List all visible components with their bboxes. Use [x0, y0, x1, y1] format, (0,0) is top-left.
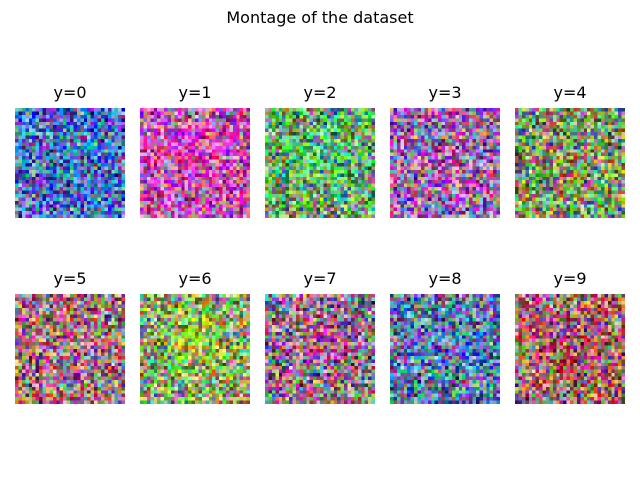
noise-image — [515, 294, 625, 404]
panel-label: y=9 — [553, 269, 587, 288]
panel-label: y=5 — [53, 269, 87, 288]
noise-image — [390, 108, 500, 218]
panel-label: y=0 — [53, 83, 87, 102]
panel-label: y=6 — [178, 269, 212, 288]
noise-image — [265, 108, 375, 218]
noise-image — [15, 294, 125, 404]
panel-label: y=8 — [428, 269, 462, 288]
panel-label: y=7 — [303, 269, 337, 288]
panel-label: y=1 — [178, 83, 212, 102]
noise-image — [390, 294, 500, 404]
panel-label: y=2 — [303, 83, 337, 102]
panel-label: y=4 — [553, 83, 587, 102]
noise-image — [265, 294, 375, 404]
noise-image — [140, 294, 250, 404]
figure-title: Montage of the dataset — [226, 8, 414, 27]
noise-image — [15, 108, 125, 218]
noise-image — [140, 108, 250, 218]
panel-label: y=3 — [428, 83, 462, 102]
noise-image — [515, 108, 625, 218]
